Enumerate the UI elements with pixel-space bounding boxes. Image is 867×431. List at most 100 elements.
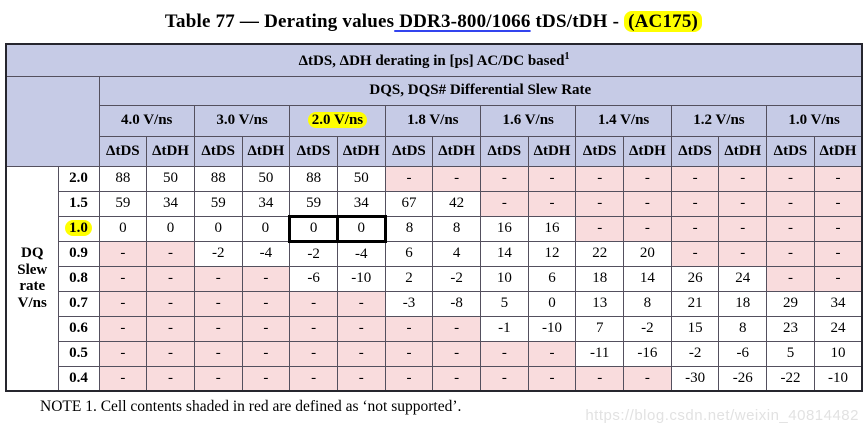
- cell-not-supported: -: [623, 190, 672, 217]
- cell-value: 0: [288, 214, 339, 243]
- cell-not-supported: -: [575, 365, 625, 392]
- row-label: 0.7: [57, 290, 100, 317]
- cell-not-supported: -: [241, 290, 291, 317]
- cell-value: 24: [813, 315, 863, 342]
- data-row: 1.5 59 34 59 34 59 34 67 42- - - - - - - -: [6, 190, 863, 217]
- cell-value: 0: [98, 215, 148, 242]
- cell-value: 59: [289, 190, 338, 217]
- note-1: NOTE 1. Cell contents shaded in red are …: [40, 398, 462, 415]
- col-group-header: 1.6 V/ns: [479, 104, 577, 137]
- cell-not-supported: -: [98, 340, 148, 367]
- cell-not-supported: -: [241, 365, 291, 392]
- caption-text: ΔtDS, ΔDH derating in [ps] AC/DC based: [298, 52, 565, 69]
- data-row: 0.6- - - - - - - - -1 -10 7 -2 15 8 23 24: [6, 315, 863, 342]
- cell-not-supported: -: [813, 240, 863, 267]
- row-label-text: 0.6: [69, 320, 88, 336]
- title-highlight: (AC175): [624, 11, 703, 32]
- cell-value: 0: [527, 290, 577, 317]
- cell-not-supported: -: [98, 290, 148, 317]
- header-row-caption: ΔtDS, ΔDH derating in [ps] AC/DC based1: [5, 43, 863, 77]
- cell-value: 26: [670, 265, 720, 292]
- corner-cell: [5, 75, 100, 167]
- axis-label-line: V/ns: [17, 294, 47, 311]
- cell-value: 2: [384, 265, 434, 292]
- cell-not-supported: -: [813, 165, 863, 192]
- row-label-text: 0.8: [69, 270, 88, 286]
- cell-not-supported: -: [527, 165, 577, 192]
- cell-not-supported: -: [766, 190, 815, 217]
- cell-not-supported: -: [336, 340, 386, 367]
- cell-not-supported: -: [813, 265, 863, 292]
- row-label: 0.6: [57, 315, 100, 342]
- cell-not-supported: -: [718, 190, 768, 217]
- row-label: 1.5: [57, 190, 100, 217]
- subheader-tds: ΔtDS: [193, 135, 243, 167]
- cell-value: -16: [623, 340, 672, 367]
- subheader-tdh: ΔtDH: [813, 135, 863, 167]
- data-row: DQ Slew rate V/ns 2.0 88 50 88 50 88 50- - - - - - - - - -: [5, 165, 863, 392]
- cell-not-supported: -: [623, 165, 672, 192]
- cell-value: -1: [480, 315, 529, 342]
- cell-not-supported: -: [146, 340, 195, 367]
- cell-not-supported: -: [241, 315, 291, 342]
- col-group-label-highlighted: 2.0 V/ns: [307, 112, 368, 128]
- cell-not-supported: -: [98, 265, 148, 292]
- cell-not-supported: -: [718, 240, 768, 267]
- dqs-slew-rate-header: DQS, DQS# Differential Slew Rate: [98, 75, 863, 106]
- header-row-dqs: DQS, DQS# Differential Slew Rate: [5, 75, 863, 167]
- row-label: 0.4: [57, 365, 100, 392]
- cell-not-supported: -: [146, 365, 195, 392]
- cell-not-supported: -: [575, 215, 625, 242]
- cell-not-supported: -: [193, 340, 243, 367]
- cell-not-supported: -: [766, 240, 815, 267]
- cell-not-supported: -: [670, 215, 720, 242]
- cell-value: 14: [480, 240, 529, 267]
- cell-not-supported: -: [193, 315, 243, 342]
- cell-not-supported: -: [480, 340, 529, 367]
- cell-not-supported: -: [480, 190, 529, 217]
- cell-not-supported: -: [623, 365, 672, 392]
- row-label: 0.9: [57, 240, 100, 267]
- cell-value: 8: [718, 315, 768, 342]
- cell-not-supported: -: [384, 165, 434, 192]
- cell-not-supported: -: [575, 165, 625, 192]
- cell-value: -22: [766, 365, 815, 392]
- cell-not-supported: -: [766, 165, 815, 192]
- row-label: 0.5: [57, 340, 100, 367]
- col-group-label: 4.0 V/ns: [120, 112, 173, 128]
- title-link-ddr3[interactable]: DDR3-800/1066: [394, 11, 531, 32]
- cell-value: 8: [384, 215, 434, 242]
- cell-value: -8: [432, 290, 481, 317]
- dq-slew-rate-axis-label: DQ Slew rate V/ns: [5, 165, 59, 392]
- cell-value: 88: [289, 165, 338, 192]
- cell-not-supported: -: [432, 365, 481, 392]
- cell-value: -30: [670, 365, 720, 392]
- cell-value: 34: [336, 190, 386, 217]
- col-group-label: 3.0 V/ns: [216, 112, 268, 128]
- subheader-tds: ΔtDS: [384, 135, 434, 167]
- cell-value: 16: [480, 215, 529, 242]
- cell-value: 12: [527, 240, 577, 267]
- cell-value: -2: [623, 315, 672, 342]
- watermark-url: https://blog.csdn.net/weixin_40814482: [585, 407, 859, 424]
- cell-value: 0: [146, 215, 195, 242]
- table-title: Table 77 — Derating values DDR3-800/1066…: [0, 0, 867, 33]
- cell-value: -2: [193, 240, 243, 267]
- row-label: 1.0: [57, 215, 100, 242]
- cell-not-supported: -: [98, 365, 148, 392]
- cell-not-supported: -: [480, 365, 529, 392]
- cell-not-supported: -: [432, 340, 481, 367]
- cell-value: -4: [241, 240, 291, 267]
- cell-not-supported: -: [146, 240, 195, 267]
- cell-not-supported: -: [336, 290, 386, 317]
- slew-rate-group-row: 4.0 V/ns 3.0 V/ns 2.0 V/ns 1.8 V/ns 1.6 V/ns…: [6, 104, 863, 137]
- cell-not-supported: -: [289, 340, 338, 367]
- cell-not-supported: -: [813, 215, 863, 242]
- cell-value: 22: [575, 240, 625, 267]
- cell-not-supported: -: [146, 315, 195, 342]
- cell-not-supported: -: [193, 265, 243, 292]
- data-row: 1.0 0 0 0 0 0 0 8 8 16 16- - - - - -: [6, 214, 863, 243]
- row-label-text: 1.5: [69, 195, 88, 211]
- col-group-header: 1.0 V/ns: [766, 104, 863, 137]
